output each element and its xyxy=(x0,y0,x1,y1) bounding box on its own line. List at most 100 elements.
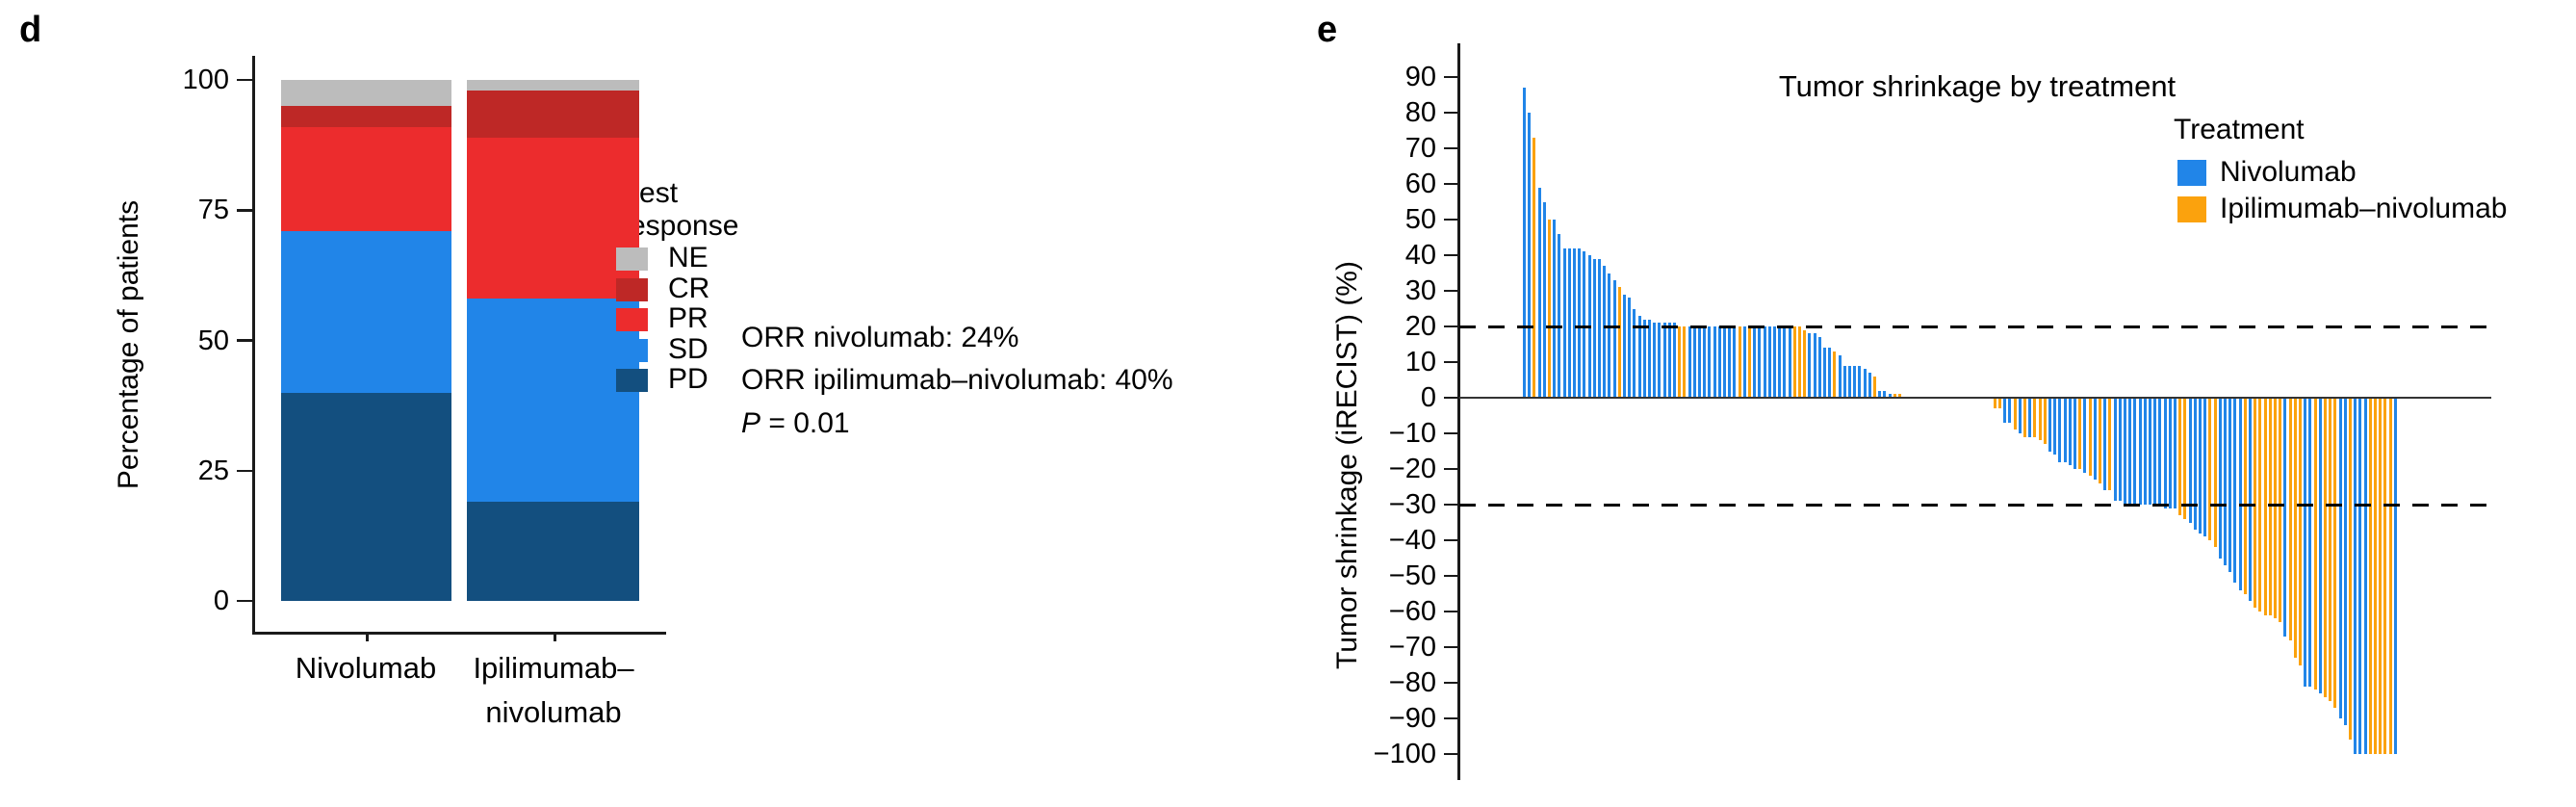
waterfall-bar xyxy=(2053,398,2057,456)
waterfall-bar xyxy=(1723,326,1726,398)
e-y-axis-line xyxy=(1457,43,1460,780)
waterfall-bar xyxy=(1742,326,1746,398)
waterfall-bar xyxy=(1692,326,1696,398)
waterfall-bar xyxy=(1888,394,1892,398)
waterfall-bar xyxy=(2283,398,2287,637)
waterfall-bar xyxy=(2304,398,2307,687)
waterfall-bar xyxy=(2043,398,2047,445)
waterfall-bar xyxy=(2308,398,2312,687)
d-legend-label-ne: NE xyxy=(668,242,708,273)
waterfall-bar xyxy=(2163,398,2167,508)
waterfall-bar xyxy=(1783,326,1787,398)
waterfall-bar xyxy=(1733,326,1737,398)
d-y-tick-label: 50 xyxy=(197,325,229,356)
d-y-tick-mark xyxy=(237,469,252,472)
waterfall-bar xyxy=(1748,326,1751,398)
e-y-tick-label: 30 xyxy=(1404,275,1436,306)
waterfall-bar xyxy=(1883,390,1887,398)
d-y-axis-line xyxy=(252,56,255,634)
waterfall-bar xyxy=(1573,247,1576,398)
d-legend-label-pd: PD xyxy=(668,363,708,395)
waterfall-bar xyxy=(1592,258,1596,398)
waterfall-bar xyxy=(2033,398,2037,437)
waterfall-bar xyxy=(2183,398,2187,519)
orr-ipilimumab-nivolumab-annotation: ORR ipilimumab–nivolumab: 40% xyxy=(741,364,1173,396)
waterfall-bar xyxy=(2058,398,2062,462)
e-y-tick-label: −20 xyxy=(1388,454,1436,484)
d-legend-title: Best response xyxy=(620,177,738,243)
waterfall-bar xyxy=(1788,326,1791,398)
e-y-tick-label: 20 xyxy=(1404,311,1436,342)
stacked-segment-cr xyxy=(281,106,451,127)
waterfall-bar xyxy=(1678,326,1682,398)
e-y-tick-label: −90 xyxy=(1388,703,1436,734)
e-y-tick-label: −80 xyxy=(1388,667,1436,698)
stacked-segment-pr xyxy=(467,137,639,299)
e-legend-label-i: Ipilimumab–nivolumab xyxy=(2220,193,2508,224)
waterfall-bar xyxy=(2379,398,2383,754)
e-y-tick-mark xyxy=(1444,75,1457,79)
waterfall-bar xyxy=(2193,398,2197,530)
waterfall-bar xyxy=(2383,398,2387,754)
waterfall-bar xyxy=(2174,398,2177,508)
waterfall-bar xyxy=(2074,398,2076,469)
stacked-segment-pd xyxy=(467,502,639,601)
d-legend-swatch-pr xyxy=(616,308,648,331)
waterfall-bar xyxy=(1998,398,2001,409)
waterfall-bar xyxy=(2153,398,2157,505)
e-y-tick-mark xyxy=(1444,218,1457,221)
waterfall-bar xyxy=(1753,326,1757,398)
waterfall-bar xyxy=(2028,398,2032,437)
d-legend-label-pr: PR xyxy=(668,302,708,334)
stacked-segment-pd xyxy=(281,392,451,601)
waterfall-bar xyxy=(1628,298,1632,398)
e-y-tick-mark xyxy=(1444,146,1457,150)
waterfall-bar xyxy=(2274,398,2277,619)
e-y-tick-label: 10 xyxy=(1404,347,1436,377)
waterfall-bar xyxy=(2233,398,2237,584)
waterfall-bar xyxy=(1708,326,1712,398)
waterfall-bar xyxy=(2083,398,2087,473)
waterfall-bar xyxy=(1758,326,1762,398)
waterfall-bar xyxy=(1823,348,1826,398)
waterfall-bar xyxy=(1673,323,1676,398)
waterfall-bar xyxy=(1767,326,1771,398)
waterfall-bar xyxy=(2343,398,2347,726)
e-legend-title: Treatment xyxy=(2174,114,2305,145)
d-legend-title-line2: response xyxy=(620,210,739,242)
d-y-tick-label: 0 xyxy=(213,586,229,616)
d-legend-swatch-sd xyxy=(616,338,648,362)
orr-nivolumab-annotation: ORR nivolumab: 24% xyxy=(741,322,1019,353)
waterfall-bar xyxy=(2113,398,2117,502)
waterfall-bar xyxy=(2133,398,2137,505)
e-y-tick-mark xyxy=(1444,716,1457,720)
p-value-text: = 0.01 xyxy=(760,407,850,439)
d-legend-swatch-cr xyxy=(616,277,648,301)
waterfall-bar xyxy=(2288,398,2292,640)
stacked-segment-pr xyxy=(281,126,451,231)
d-category-label: Nivolumab xyxy=(295,651,437,685)
waterfall-bar xyxy=(1578,247,1582,398)
e-y-tick-label: 70 xyxy=(1404,133,1436,164)
waterfall-bar xyxy=(1553,220,1557,398)
e-dashed-reference-line-20 xyxy=(1459,325,2491,328)
d-y-tick-mark xyxy=(237,78,252,82)
waterfall-bar xyxy=(2324,398,2327,697)
waterfall-bar xyxy=(2293,398,2297,659)
waterfall-bar xyxy=(1808,333,1812,398)
waterfall-bar xyxy=(2279,398,2282,623)
waterfall-bar xyxy=(2318,398,2322,694)
e-y-tick-mark xyxy=(1444,325,1457,328)
waterfall-bar xyxy=(1842,365,1846,398)
waterfall-bar xyxy=(1637,315,1641,398)
waterfall-bar xyxy=(2358,398,2362,754)
e-y-tick-label: 0 xyxy=(1420,382,1436,413)
waterfall-bar xyxy=(1703,326,1707,398)
e-y-tick-mark xyxy=(1444,503,1457,507)
waterfall-bar xyxy=(2349,398,2352,741)
waterfall-bar xyxy=(1858,365,1862,398)
e-legend-swatch-i xyxy=(2177,196,2206,222)
e-y-tick-mark xyxy=(1444,253,1457,257)
waterfall-bar xyxy=(1817,337,1821,398)
waterfall-bar xyxy=(2249,398,2252,601)
